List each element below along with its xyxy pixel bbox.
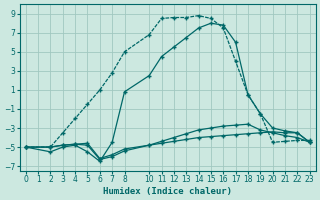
X-axis label: Humidex (Indice chaleur): Humidex (Indice chaleur): [103, 187, 232, 196]
